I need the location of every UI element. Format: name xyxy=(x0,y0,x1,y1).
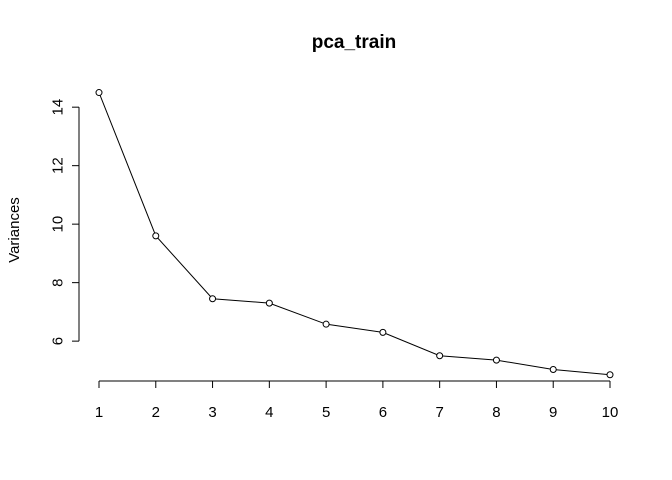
x-axis: 1 2 3 4 5 6 7 8 9 10 xyxy=(95,380,619,421)
data-point xyxy=(152,232,160,240)
x-tick-label: 8 xyxy=(492,404,500,421)
x-tick-label: 10 xyxy=(602,404,619,421)
data-point xyxy=(492,356,500,364)
y-tick-label: 10 xyxy=(49,216,66,233)
data-point xyxy=(95,89,103,97)
x-tick-label: 4 xyxy=(265,404,273,421)
chart-title: pca_train xyxy=(312,32,396,53)
y-tick-label: 6 xyxy=(49,337,66,345)
x-tick-label: 2 xyxy=(152,404,160,421)
x-tick-label: 1 xyxy=(95,404,103,421)
x-tick-label: 9 xyxy=(549,404,557,421)
data-point xyxy=(549,366,557,373)
x-tick-label: 5 xyxy=(322,404,330,421)
x-tick-label: 3 xyxy=(208,404,216,421)
series xyxy=(95,89,614,379)
data-point xyxy=(322,320,330,328)
data-point xyxy=(265,299,273,307)
x-tick-label: 7 xyxy=(435,404,443,421)
data-point xyxy=(436,352,444,360)
series-line xyxy=(98,92,611,376)
y-axis-title: Variances xyxy=(6,197,23,263)
data-point xyxy=(606,371,614,379)
data-point xyxy=(379,328,387,336)
data-point xyxy=(209,295,217,303)
y-axis: 6 8 10 12 14 xyxy=(49,99,80,345)
y-tick-label: 12 xyxy=(49,157,66,174)
y-tick-label: 8 xyxy=(49,278,66,286)
x-tick-label: 6 xyxy=(379,404,387,421)
y-tick-label: 14 xyxy=(49,99,66,116)
